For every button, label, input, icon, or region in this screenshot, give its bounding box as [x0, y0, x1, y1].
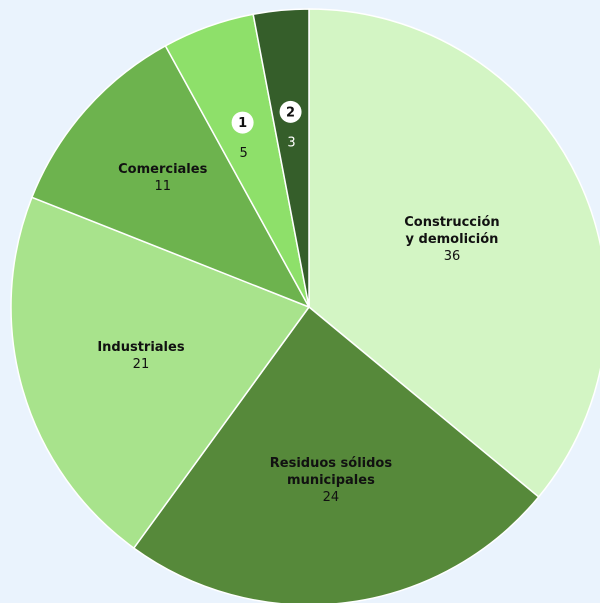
- slice-label: Construcción: [404, 215, 499, 230]
- slice-value: 24: [323, 490, 340, 505]
- pie-slice: [10, 196, 311, 550]
- badge: [231, 111, 254, 134]
- slice-value: 36: [444, 249, 461, 264]
- pie-slice: [252, 8, 310, 308]
- slice-label: Residuos sólidos: [270, 456, 393, 471]
- slice-label: municipales: [287, 473, 375, 488]
- slice-value: 3: [287, 135, 295, 150]
- slice-label: y demolición: [406, 232, 499, 247]
- slice-label: Comerciales: [118, 162, 207, 177]
- slice-label: Industriales: [97, 340, 185, 355]
- slice-value: 21: [133, 357, 150, 372]
- slice-label: 1: [238, 116, 247, 131]
- pie-slice: [308, 8, 600, 499]
- slice-value: 11: [154, 179, 171, 194]
- pie-slice: [30, 44, 311, 309]
- slice-label: 2: [286, 105, 295, 120]
- badge: [279, 100, 302, 123]
- slice-value: 5: [239, 146, 247, 161]
